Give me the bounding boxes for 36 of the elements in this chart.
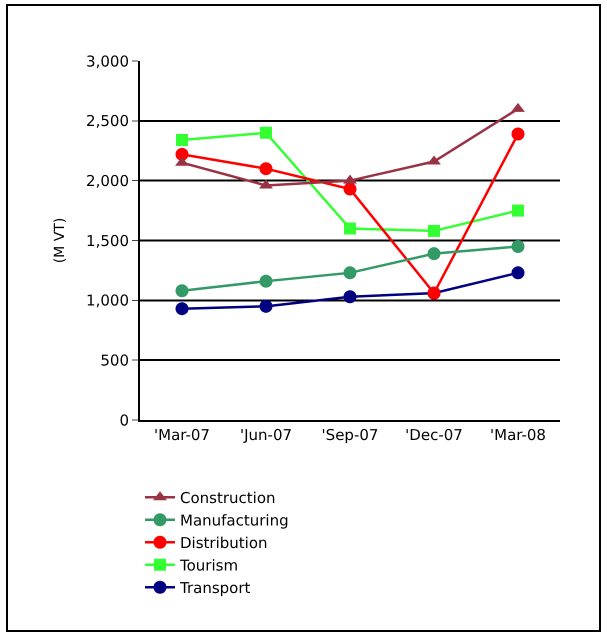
point: [512, 204, 524, 217]
y-tick-label: 1,500: [86, 232, 129, 250]
point: [428, 224, 440, 237]
y-tick-label: 500: [100, 351, 129, 370]
legend-label: Distribution: [180, 534, 268, 552]
point: [260, 126, 272, 139]
point: [260, 162, 272, 176]
y-axis-title: (M VT): [52, 218, 68, 264]
y-tick-label: 3,000: [86, 52, 129, 70]
y-tick-label: 1,000: [86, 292, 129, 310]
point: [176, 134, 188, 146]
x-tick-label: 'Mar-07: [154, 426, 210, 444]
legend-label: Tourism: [179, 556, 238, 575]
legend-label: Transport: [179, 579, 251, 598]
point: [344, 182, 356, 196]
x-tick-label: 'Jun-07: [240, 426, 292, 444]
point: [512, 128, 524, 140]
point: [260, 300, 272, 313]
legend-label: Manufacturing: [180, 512, 289, 530]
point: [512, 240, 524, 253]
x-tick-label: 'Mar-08: [490, 426, 546, 444]
legend-label: Construction: [180, 489, 276, 508]
y-tick-label: 2,500: [86, 112, 129, 130]
point: [176, 302, 188, 316]
point: [512, 266, 524, 280]
x-tick-label: 'Dec-07: [405, 426, 463, 444]
point: [344, 290, 356, 304]
point: [344, 222, 356, 235]
point: [344, 266, 356, 280]
point: [428, 247, 440, 260]
point: [176, 148, 188, 161]
point: [176, 284, 188, 298]
y-tick-label: 0: [119, 411, 129, 430]
point: [260, 274, 272, 288]
y-tick-label: 2,000: [86, 172, 129, 190]
x-tick-label: 'Sep-07: [322, 426, 378, 444]
